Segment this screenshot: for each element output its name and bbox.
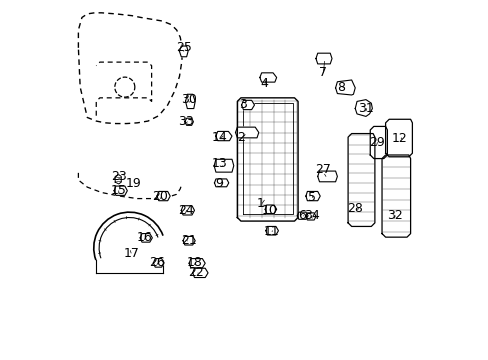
Text: 27: 27 xyxy=(314,163,330,176)
Text: 23: 23 xyxy=(111,170,127,183)
Text: 26: 26 xyxy=(149,256,164,269)
Text: 2: 2 xyxy=(237,131,244,144)
Text: 22: 22 xyxy=(188,266,203,279)
Polygon shape xyxy=(305,213,315,220)
Polygon shape xyxy=(140,234,152,242)
Text: 19: 19 xyxy=(125,177,142,190)
Text: 24: 24 xyxy=(177,204,193,217)
Text: 8: 8 xyxy=(336,81,344,94)
Text: 4: 4 xyxy=(260,77,267,90)
Text: 30: 30 xyxy=(181,93,197,106)
Polygon shape xyxy=(183,237,195,245)
Polygon shape xyxy=(297,212,307,219)
Polygon shape xyxy=(181,206,194,215)
Polygon shape xyxy=(259,73,276,82)
Text: 21: 21 xyxy=(181,234,197,247)
Polygon shape xyxy=(216,131,231,141)
Polygon shape xyxy=(179,46,188,57)
Polygon shape xyxy=(265,226,278,235)
Polygon shape xyxy=(354,100,372,116)
Text: 6: 6 xyxy=(297,209,305,222)
Text: 20: 20 xyxy=(152,190,168,203)
Text: 18: 18 xyxy=(186,256,202,269)
Text: 11: 11 xyxy=(263,225,279,238)
Polygon shape xyxy=(235,127,258,138)
Text: 15: 15 xyxy=(111,184,126,197)
Text: 34: 34 xyxy=(304,209,320,222)
Polygon shape xyxy=(184,118,193,125)
Polygon shape xyxy=(369,126,386,158)
Text: 25: 25 xyxy=(176,41,191,54)
Polygon shape xyxy=(237,98,298,221)
Text: 3: 3 xyxy=(238,99,246,112)
Text: 5: 5 xyxy=(308,192,316,204)
Text: 14: 14 xyxy=(211,131,227,144)
Text: 12: 12 xyxy=(391,132,407,145)
Polygon shape xyxy=(335,80,354,95)
Polygon shape xyxy=(185,94,195,109)
Polygon shape xyxy=(347,134,374,226)
Text: 32: 32 xyxy=(386,209,402,222)
Polygon shape xyxy=(214,179,228,187)
Polygon shape xyxy=(189,258,205,268)
Text: 31: 31 xyxy=(357,102,373,115)
Text: 9: 9 xyxy=(215,177,223,190)
Polygon shape xyxy=(317,171,337,182)
Text: 33: 33 xyxy=(177,114,193,127)
Text: 13: 13 xyxy=(211,157,227,170)
Text: 1: 1 xyxy=(256,197,264,210)
Text: 10: 10 xyxy=(261,204,277,217)
Polygon shape xyxy=(153,258,164,267)
Polygon shape xyxy=(305,192,320,201)
Text: 17: 17 xyxy=(124,247,140,260)
Polygon shape xyxy=(381,155,410,237)
Polygon shape xyxy=(157,192,170,201)
Polygon shape xyxy=(385,119,411,157)
Polygon shape xyxy=(214,159,233,172)
Polygon shape xyxy=(192,268,207,278)
Polygon shape xyxy=(115,175,121,184)
Text: 29: 29 xyxy=(368,136,384,149)
Polygon shape xyxy=(241,100,254,110)
Polygon shape xyxy=(114,186,127,195)
Text: 16: 16 xyxy=(136,231,152,244)
Text: 7: 7 xyxy=(319,66,326,79)
Polygon shape xyxy=(315,53,331,64)
Text: 28: 28 xyxy=(346,202,363,215)
Polygon shape xyxy=(264,205,276,213)
